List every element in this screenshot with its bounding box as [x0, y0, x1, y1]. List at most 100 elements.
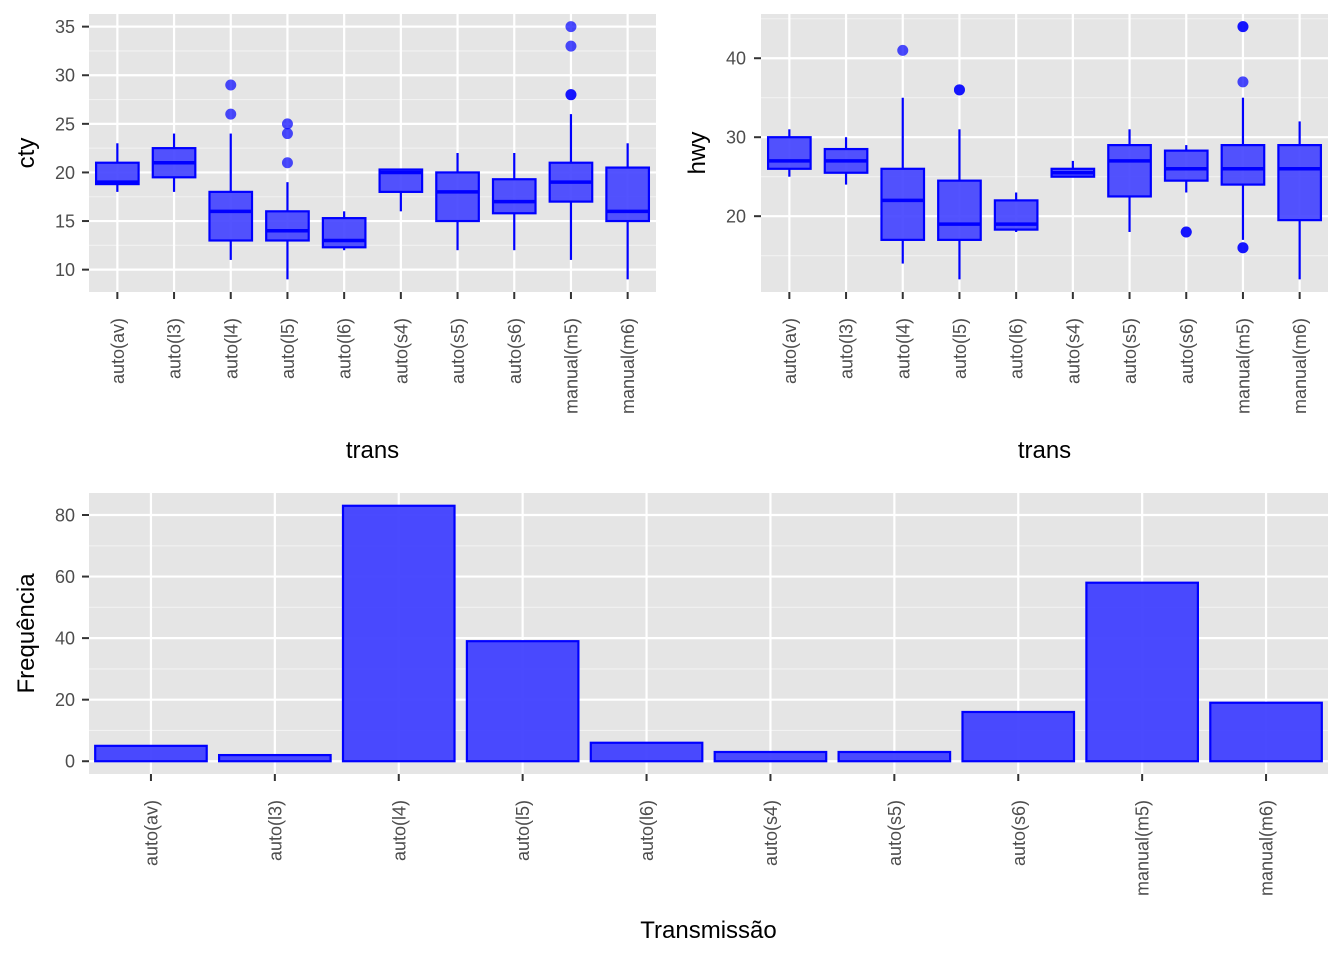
outlier-point: [1237, 242, 1249, 254]
outlier-point: [953, 84, 965, 96]
bar: [465, 640, 580, 763]
outlier-point: [1237, 21, 1249, 33]
x-tick-label: auto(l6): [637, 800, 657, 861]
x-tick-label: manual(m5): [561, 318, 581, 414]
x-tick-label: auto(l6): [335, 318, 355, 379]
outlier-point: [565, 21, 577, 33]
y-axis: 10 15 20 25 30 35: [55, 17, 89, 280]
x-tick-label: auto(s4): [391, 318, 411, 384]
x-tick-label: auto(l5): [513, 800, 533, 861]
y-tick-label: 20: [55, 163, 75, 183]
bar: [713, 750, 828, 763]
x-axis-title: trans: [1018, 437, 1071, 464]
x-tick-label: auto(s5): [448, 318, 468, 384]
box: [1277, 144, 1323, 222]
bar: [589, 741, 704, 763]
outlier-point: [281, 128, 293, 140]
boxplot-marks: [766, 21, 1323, 280]
x-tick-label: auto(l4): [221, 318, 241, 379]
bar-marks: [94, 504, 1323, 763]
box: [491, 178, 537, 215]
x-axis: auto(av) auto(l3) auto(l4) auto(l5) auto(l6)…: [780, 292, 1310, 414]
outlier-point: [281, 157, 293, 169]
x-tick-label: auto(s6): [1009, 800, 1029, 866]
bar: [341, 504, 456, 763]
x-tick-label: auto(s5): [885, 800, 905, 866]
outlier-point: [897, 44, 909, 56]
y-axis: 20 30 40: [726, 49, 761, 227]
box: [265, 210, 310, 242]
outlier-point: [565, 89, 577, 101]
x-tick-label: auto(l4): [389, 800, 409, 861]
y-tick-label: 40: [55, 629, 75, 649]
box: [880, 167, 926, 241]
x-axis-title: trans: [346, 437, 399, 464]
box: [766, 136, 812, 170]
x-tick-label: auto(l4): [893, 318, 913, 379]
box: [1107, 144, 1152, 198]
bar: [961, 710, 1076, 763]
y-tick-label: 60: [55, 567, 75, 587]
y-tick-label: 30: [55, 66, 75, 86]
outlier-point: [225, 108, 237, 120]
y-axis: 0 20 40 60 80: [55, 506, 89, 772]
bar: [217, 753, 332, 763]
outlier-point: [1237, 76, 1249, 88]
x-tick-label: manual(m6): [618, 318, 638, 414]
y-axis-title: cty: [13, 138, 40, 169]
outlier-point: [565, 40, 577, 52]
y-axis-title: hwy: [684, 132, 711, 175]
x-tick-label: manual(m6): [1257, 800, 1277, 896]
x-tick-label: manual(m5): [1233, 318, 1253, 414]
x-tick-label: auto(l5): [278, 318, 298, 379]
y-tick-label: 80: [55, 506, 75, 526]
y-tick-label: 20: [55, 690, 75, 710]
box: [208, 190, 254, 242]
x-tick-label: auto(s6): [505, 318, 525, 384]
x-tick-label: auto(av): [780, 318, 800, 384]
frequency-bar-panel: 0 20 40 60 80 auto(av) auto(l3) auto(l4) auto(l…: [13, 493, 1328, 944]
x-tick-label: auto(av): [108, 318, 128, 384]
x-tick-label: auto(l6): [1007, 318, 1027, 379]
y-tick-label: 40: [726, 49, 746, 69]
outlier-point: [281, 118, 293, 130]
outlier-point: [225, 79, 237, 91]
box: [321, 217, 367, 249]
x-tick-label: auto(s6): [1177, 318, 1197, 384]
x-tick-label: auto(l3): [837, 318, 857, 379]
x-tick-label: auto(s4): [761, 800, 781, 866]
y-tick-label: 10: [55, 260, 75, 280]
bar: [837, 750, 952, 763]
y-tick-label: 0: [65, 752, 75, 772]
y-axis-title: Frequência: [13, 573, 40, 694]
box: [1163, 149, 1209, 182]
x-axis: auto(av) auto(l3) auto(l4) auto(l5) auto(l6)…: [108, 292, 638, 414]
x-axis: auto(av) auto(l3) auto(l4) auto(l5) auto(l6)…: [141, 774, 1277, 896]
x-tick-label: auto(l3): [165, 318, 185, 379]
x-tick-label: manual(m5): [1133, 800, 1153, 896]
bar: [1209, 701, 1323, 763]
y-tick-label: 35: [55, 17, 75, 37]
x-tick-label: auto(av): [141, 800, 161, 866]
y-tick-label: 25: [55, 114, 75, 134]
x-tick-label: auto(s4): [1063, 318, 1083, 384]
box: [378, 168, 424, 193]
y-tick-label: 15: [55, 212, 75, 232]
y-tick-label: 30: [726, 128, 746, 148]
box: [94, 161, 140, 186]
x-axis-title: Transmissão: [640, 917, 776, 944]
outlier-point: [1180, 226, 1192, 238]
x-tick-label: manual(m6): [1290, 318, 1310, 414]
x-tick-label: auto(l3): [265, 800, 285, 861]
box: [1220, 144, 1266, 186]
box: [937, 179, 982, 241]
bar: [94, 744, 208, 763]
boxplot-marks: [94, 21, 651, 280]
x-tick-label: auto(s5): [1120, 318, 1140, 384]
x-tick-label: auto(l5): [950, 318, 970, 379]
bar: [1085, 581, 1200, 763]
box: [435, 171, 480, 223]
y-tick-label: 20: [726, 207, 746, 227]
